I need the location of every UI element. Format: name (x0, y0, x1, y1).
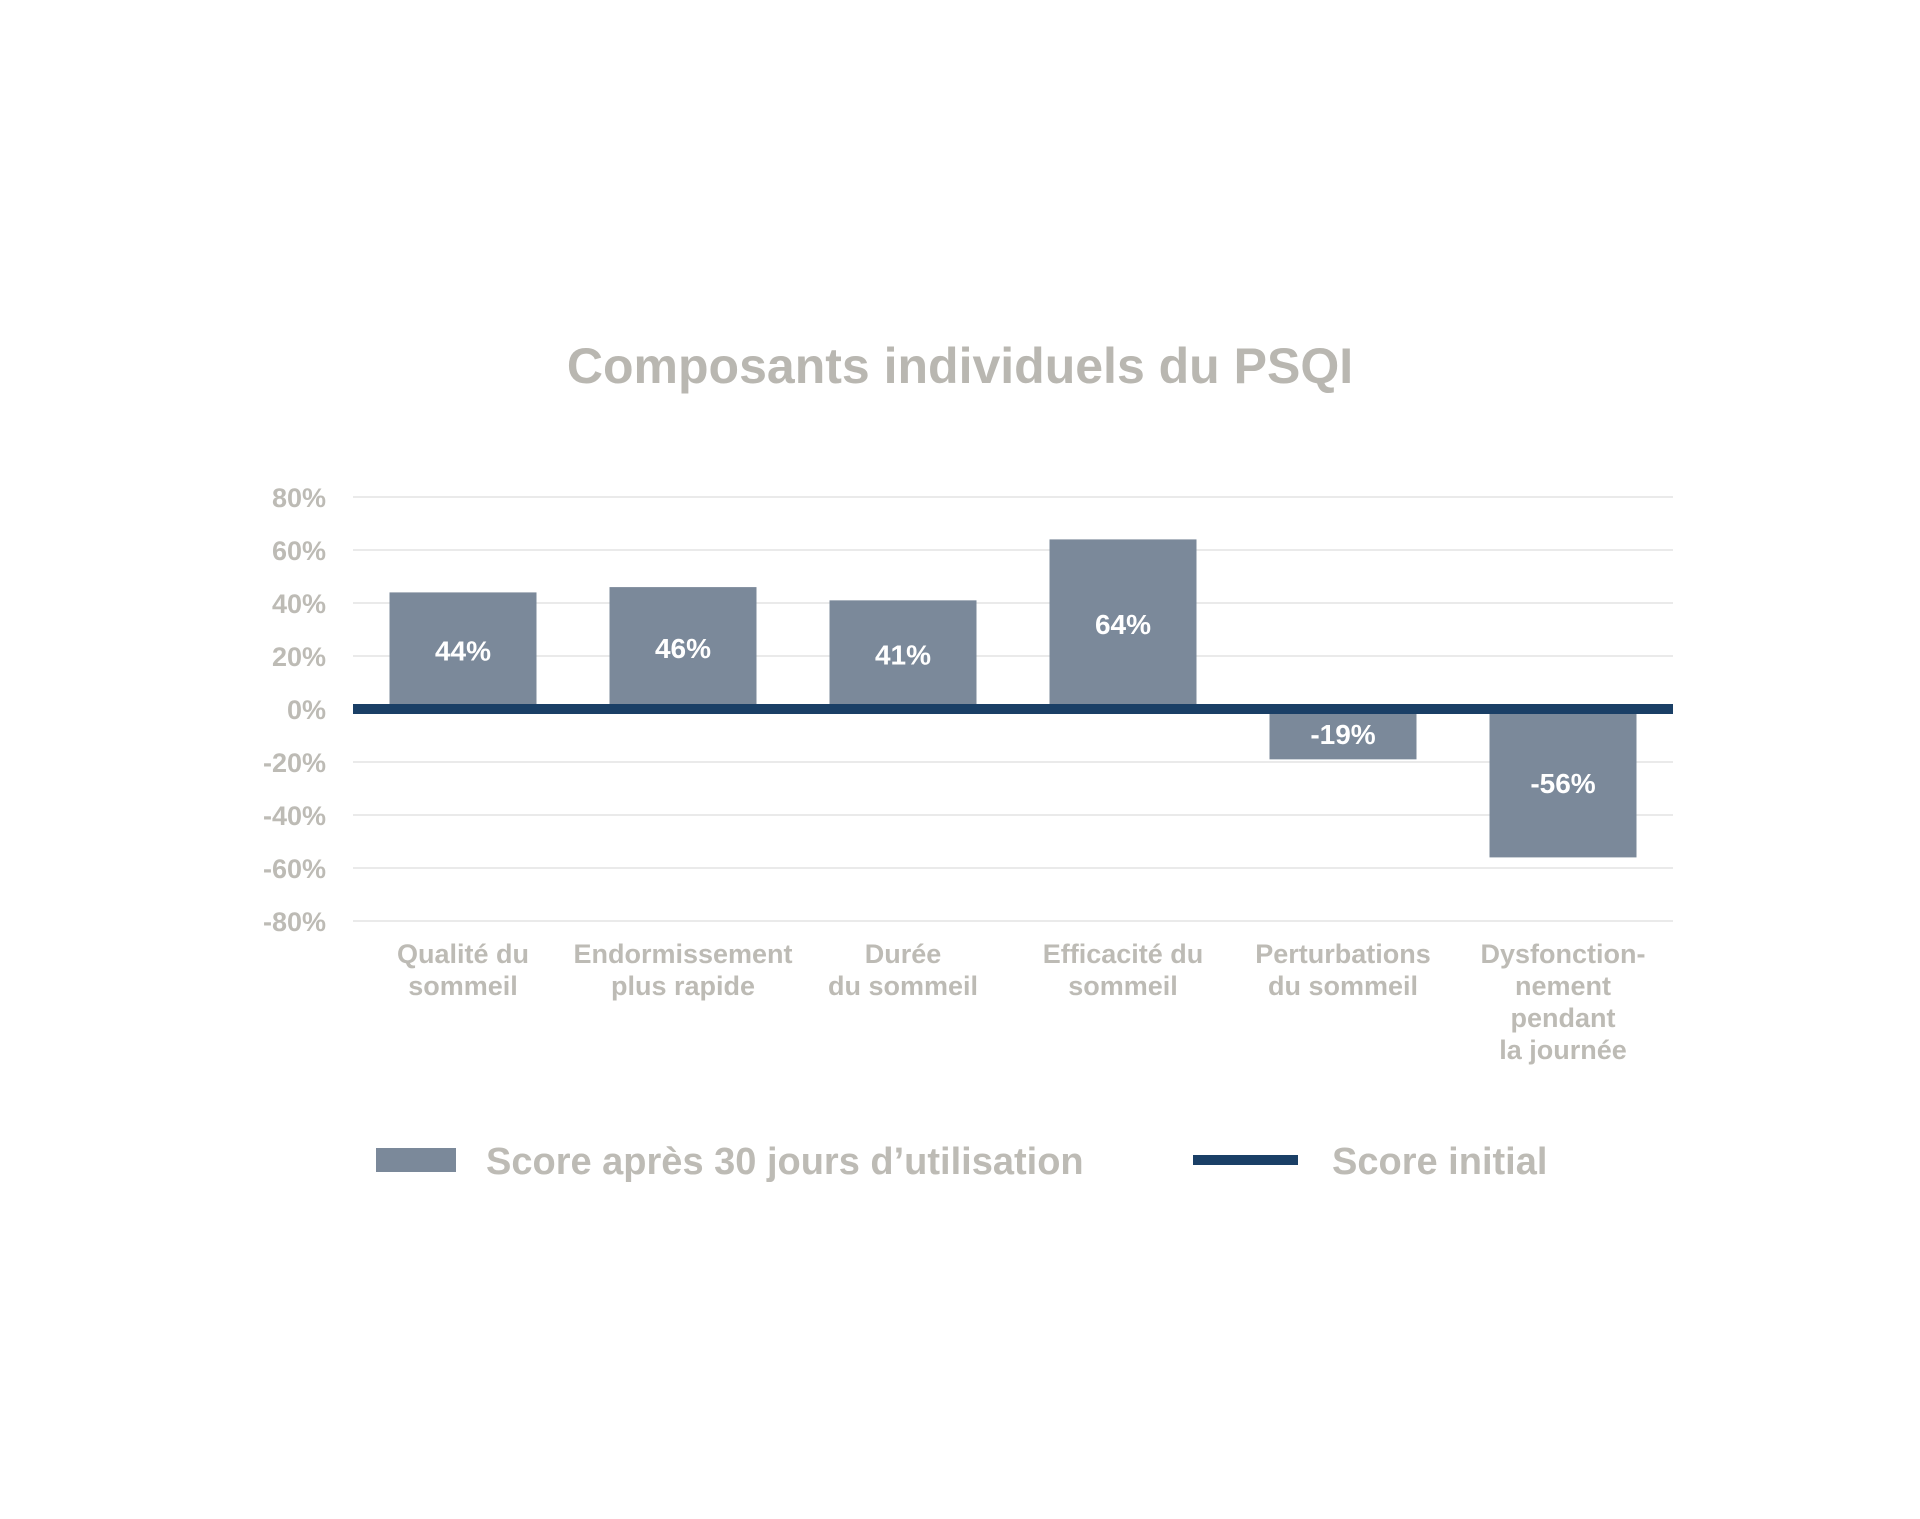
bar (1049, 539, 1197, 709)
category-label: Qualité du sommeil (397, 939, 529, 1001)
legend-bar-swatch (376, 1148, 456, 1172)
legend-label-bar: Score après 30 jours d’utilisation (486, 1141, 1084, 1183)
y-tick-label: 20% (272, 642, 326, 672)
bar-value-label: 44% (435, 636, 491, 667)
grid-lines (353, 496, 1673, 922)
bar (1489, 709, 1637, 858)
bar-value-label: 41% (875, 640, 931, 671)
bars (389, 539, 1637, 858)
bar-value-label: -19% (1310, 719, 1375, 750)
legend-label-line: Score initial (1332, 1141, 1547, 1183)
y-tick-label: -80% (263, 907, 326, 937)
bar (1269, 709, 1417, 760)
category-labels: Qualité du sommeil Endormissement plus rapi… (397, 939, 1646, 1065)
bar (609, 587, 757, 709)
bar-value-labels: 44% 46% 41% 64% -19% -56% (435, 609, 1596, 799)
bar-value-label: -56% (1530, 768, 1595, 799)
category-label: Perturbations du sommeil (1255, 939, 1431, 1001)
y-tick-label: 60% (272, 536, 326, 566)
bar-value-label: 46% (655, 633, 711, 664)
category-label: Efficacité du sommeil (1043, 939, 1204, 1001)
y-axis-ticks: 80% 60% 40% 20% 0% -20% -40% -60% -80% (263, 483, 326, 937)
y-tick-label: 0% (287, 695, 326, 725)
bar (829, 600, 977, 709)
y-tick-label: -60% (263, 854, 326, 884)
chart-title: Composants individuels du PSQI (567, 338, 1353, 394)
y-tick-label: 40% (272, 589, 326, 619)
legend: Score après 30 jours d’utilisation Score … (376, 1141, 1547, 1183)
y-tick-label: -40% (263, 801, 326, 831)
category-label: Dysfonction-nement pendant la journée (1481, 939, 1646, 1065)
y-tick-label: 80% (272, 483, 326, 513)
category-label: Endormissement plus rapide (573, 939, 792, 1001)
y-tick-label: -20% (263, 748, 326, 778)
category-label: Durée du sommeil (828, 939, 978, 1001)
bar-value-label: 64% (1095, 609, 1151, 640)
bar (389, 592, 537, 709)
